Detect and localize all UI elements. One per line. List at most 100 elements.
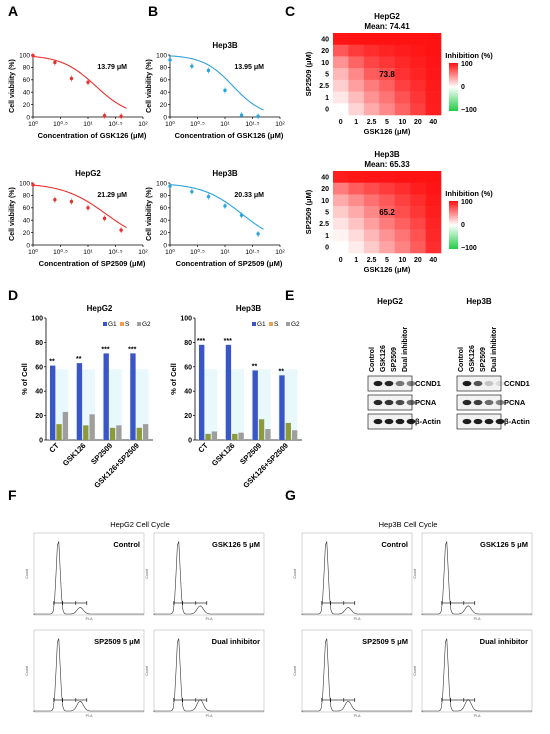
legend-label: G2 [142,321,151,328]
significance-stars: *** [224,338,232,345]
lane-label: Dual inhibitor [402,327,409,372]
histogram-x-label: PI-A [86,617,93,621]
data-point [168,58,172,62]
y-tick-label: 0 [26,114,30,121]
x-tick-label: 10¹·⁵ [108,249,123,256]
panel-f-histogram-3: Dual inhibitor PI-A Count [145,629,265,718]
heatmap-cell [425,194,442,207]
histogram-frame [153,629,265,713]
bar-g2 [291,430,298,440]
heatmap-x-tick: 10 [399,257,407,264]
heatmap-cell [394,182,411,195]
histogram-label: Dual inhibitor [480,637,528,646]
y-tick-label: 20 [23,230,31,237]
band-label: β-Actin [504,417,530,426]
panel-f-histogram-2: SP2509 5 μM PI-A Count [25,629,145,718]
heatmap-cell [379,241,396,254]
y-tick-label: 40 [160,218,168,225]
data-point [69,199,74,204]
heatmap-cell [379,194,396,207]
heatmap-cell [394,241,411,254]
band-label: PCNA [415,398,437,407]
panel-f-histogram-0: Control PI-A Count [25,532,145,621]
y-axis-label: Cell viability (%) [146,187,153,241]
fit-curve [32,184,127,229]
heatmap-cell [363,79,380,92]
heatmap-x-tick: 1 [354,257,358,264]
panel-f-histogram-1: GSK126 5 μM PI-A Count [145,532,265,621]
heatmap-cell [410,91,426,104]
y-tick-label: 20 [23,102,31,109]
heatmap-cell [410,229,426,242]
heatmap-x-tick: 20 [414,257,422,264]
heatmap-y-tick: 20 [321,48,329,55]
heatmap-cell [348,206,365,219]
histogram-trace [153,638,264,712]
y-tick-label: 20 [160,230,168,237]
panel-e-hepg2-blot: HepG2 Control GSK126 SP2509 Dual inhibitor CC… [367,297,441,430]
panel-f-title: HepG2 Cell Cycle [110,520,170,529]
legend-tick: 100 [461,61,473,68]
lane-label: Control [369,347,376,372]
heatmap-cell [379,171,396,184]
x-tick-label: 10² [275,121,285,128]
data-point [102,114,107,118]
significance-stars: *** [128,346,136,353]
chart-title: HepG2 [75,169,101,178]
legend-title: Inhibition (%) [445,189,493,198]
legend-tick: 100 [461,199,473,206]
fit-curve [32,55,127,109]
panel-letter-d: D [8,287,18,303]
heatmap-cell [363,182,380,195]
x-tick-label: 10⁰ [28,248,38,256]
data-point [119,228,123,232]
histogram-frame [33,629,145,713]
fit-curve [169,184,264,230]
chart-title: Hep3B [236,304,262,313]
heatmap-cell [363,68,380,81]
chart-title: Hep3B [212,169,238,178]
y-tick-label: 60 [184,364,192,371]
panel-b-top-chart: 0 20 40 60 80 100 10⁰ 10⁰·⁵ 10¹ 10¹·⁵ 10² Cell viab… [146,41,286,140]
data-point [190,189,194,194]
heatmap-cell [425,171,442,184]
heatmap-cell [410,33,426,46]
panel-letter-g: G [285,487,296,503]
heatmap-cell [333,229,349,242]
blot-band [473,380,483,387]
legend-label: G1 [108,321,117,328]
histogram-trace [301,541,412,615]
data-point [31,183,35,187]
y-tick-label: 0 [26,242,30,249]
x-category-label: CT [47,441,61,455]
y-tick-label: 100 [19,180,30,187]
lane-label: SP2509 [480,347,487,372]
blot-band [462,418,472,425]
heatmap-x-tick: 20 [414,119,422,126]
heatmap-cell [333,79,349,92]
histogram-trace [421,638,532,712]
heatmap-cell [425,241,442,254]
heatmap-cell [394,68,411,81]
heatmap-cell [379,182,396,195]
histogram-y-label: Count [293,666,297,675]
bar-g2 [238,432,244,440]
chart-title: HepG2 [87,304,113,313]
heatmap-x-tick: 0 [339,257,343,264]
panel-e-hep3b-blot: Hep3B Control GSK126 SP2509 Dual inhibitor CC… [456,297,530,430]
significance-stars: ** [76,356,82,363]
y-tick-label: 100 [19,52,30,59]
heatmap-cell [348,182,365,195]
data-point [206,194,211,199]
heatmap-cell [425,68,442,81]
y-tick-label: 100 [156,52,167,59]
heatmap-cell [348,56,365,69]
histogram-y-label: Count [413,569,417,578]
panel-g-title: Hep3B Cell Cycle [379,520,438,529]
histogram-frame [421,629,533,713]
heatmap-cell [333,206,349,219]
x-category-label: SP2509 [89,441,114,466]
x-tick-label: 10² [138,121,148,128]
blot-band [495,399,505,406]
